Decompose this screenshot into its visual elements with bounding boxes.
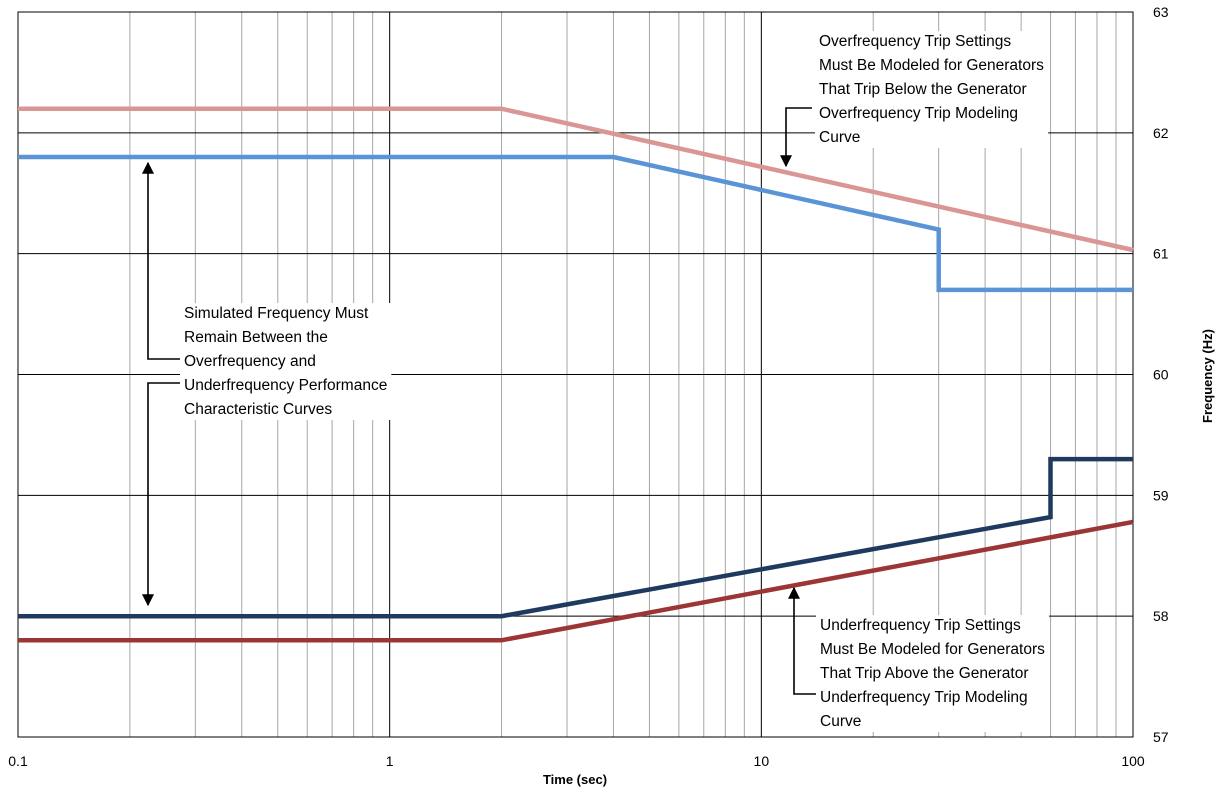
x-tick-label: 10 (754, 753, 770, 769)
y-tick-label: 59 (1153, 487, 1169, 503)
y-tick-label: 57 (1153, 729, 1169, 745)
annotation-background (816, 615, 1050, 732)
simulated-frequency-annotation: Simulated Frequency Must Remain Between t… (184, 305, 387, 418)
simulated-arrow-down (142, 382, 181, 607)
overfrequency-arrow (780, 107, 812, 168)
overfrequency-annotation: Overfrequency Trip Settings Must Be Model… (819, 33, 1044, 146)
y-tick-label: 60 (1153, 367, 1169, 383)
series-line-3 (18, 456, 1133, 619)
x-axis-title: Time (sec) (543, 772, 607, 787)
simulated-arrow-up (142, 161, 181, 360)
y-tick-label: 58 (1153, 608, 1169, 624)
x-tick-label: 100 (1121, 753, 1145, 769)
series-line-2 (18, 154, 1133, 293)
underfrequency-arrow (788, 586, 816, 695)
x-tick-label: 1 (386, 753, 394, 769)
annotation-background (180, 303, 392, 420)
y-tick-label: 61 (1153, 246, 1169, 262)
series-line-4 (18, 519, 1134, 643)
y-axis-title: Frequency (Hz) (1200, 329, 1215, 423)
y-tick-label: 62 (1153, 125, 1169, 141)
series-line-1 (18, 106, 1134, 253)
tick-labels: 0.1 1 10 100 57 58 59 60 61 62 63 (8, 4, 1169, 769)
annotation-background (815, 31, 1049, 148)
callout-layer (142, 107, 816, 695)
plot-frame (17, 11, 1134, 738)
underfrequency-annotation: Underfrequency Trip Settings Must Be Mode… (820, 617, 1045, 730)
y-tick-label: 63 (1153, 4, 1169, 20)
x-tick-label: 0.1 (8, 753, 28, 769)
series-layer (18, 106, 1134, 643)
